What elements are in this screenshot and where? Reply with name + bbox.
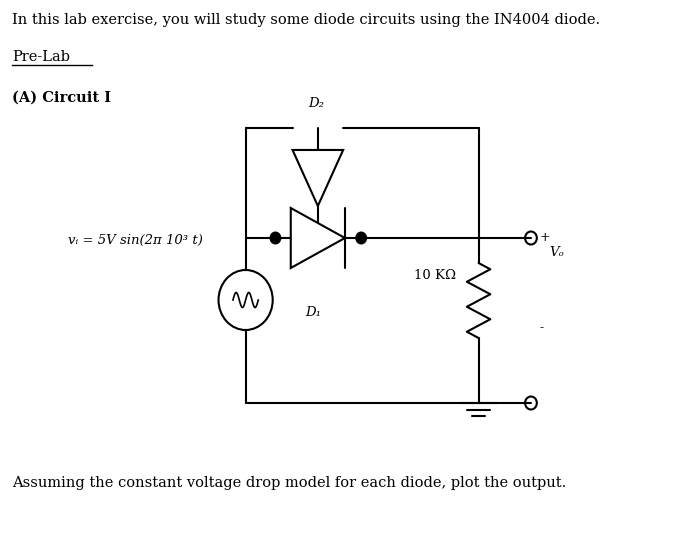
Text: 10 KΩ: 10 KΩ	[414, 270, 456, 282]
Circle shape	[356, 232, 366, 244]
Text: Assuming the constant voltage drop model for each diode, plot the output.: Assuming the constant voltage drop model…	[12, 476, 566, 490]
Polygon shape	[291, 208, 345, 268]
Polygon shape	[292, 150, 343, 206]
Text: In this lab exercise, you will study some diode circuits using the IN4004 diode.: In this lab exercise, you will study som…	[12, 13, 600, 27]
Text: Vₒ: Vₒ	[549, 246, 564, 259]
Text: (A) Circuit I: (A) Circuit I	[12, 91, 110, 105]
Text: -: -	[540, 322, 544, 335]
Text: D₂: D₂	[308, 97, 324, 110]
Text: vᵢ = 5V sin(2π 10³ t): vᵢ = 5V sin(2π 10³ t)	[68, 233, 202, 246]
Text: D₁: D₁	[305, 306, 321, 319]
Text: Pre-Lab: Pre-Lab	[12, 50, 70, 64]
Circle shape	[270, 232, 281, 244]
Text: +: +	[540, 231, 551, 244]
